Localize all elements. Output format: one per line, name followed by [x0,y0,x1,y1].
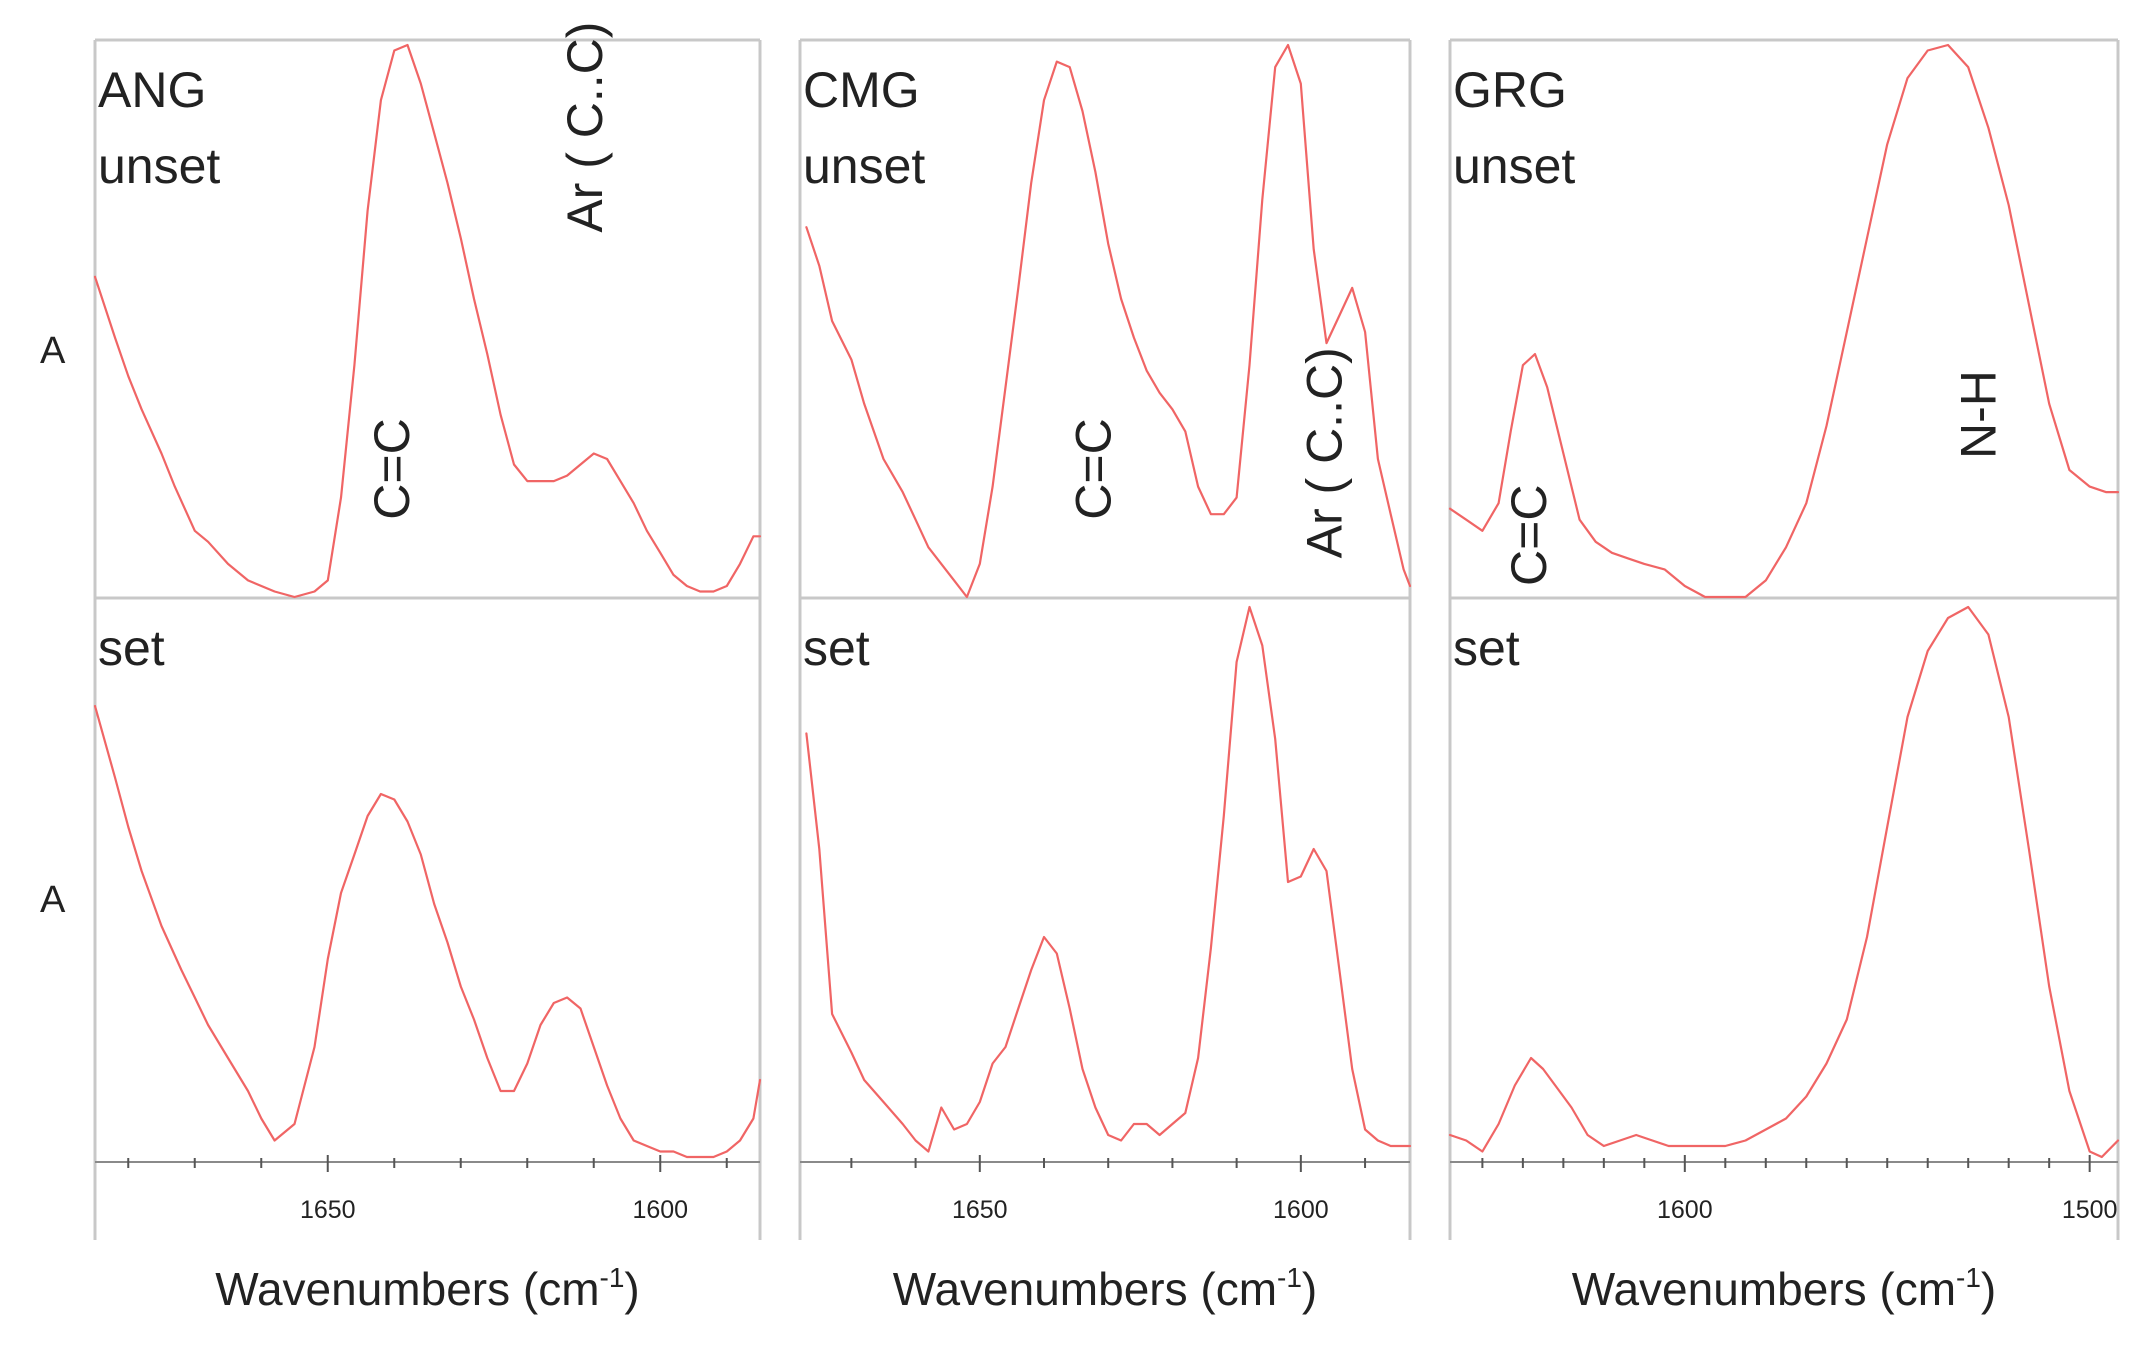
panel-background [1450,40,2118,1240]
panel-background [800,40,1410,1240]
panel-grg: 1600 1500 Wavenumbers (cm-1) GRG unset set C=C… [1448,38,2120,1315]
x-tick-label: 1600 [1273,1196,1329,1224]
row-label: unset [1453,138,1575,194]
panel-cmg: 1650 1600 Wavenumbers (cm-1) CMG unset set C=C… [798,38,1412,1315]
spectrum-unset-line [1448,43,2120,599]
y-axis-label-top: A [40,330,66,372]
row-label: set [98,620,165,676]
peak-annotation: N-H [1950,370,2006,459]
y-axis-label-bottom: A [40,879,66,921]
x-tick-label: 1600 [1657,1196,1713,1224]
peak-annotation: Ar ( C..C) [1297,347,1353,558]
panel-background [95,40,760,1240]
spectrum-unset-line [93,43,762,599]
x-axis-label: Wavenumbers (cm-1) [893,1262,1318,1315]
x-tick-label: 1500 [2062,1196,2118,1224]
row-label: ANG [98,62,206,118]
row-label: unset [98,138,220,194]
x-tick-label: 1650 [300,1196,356,1224]
spectrum-set-line [805,605,1412,1153]
row-label: unset [803,138,925,194]
x-tick-label: 1650 [952,1196,1008,1224]
panels: 1650 1600 Wavenumbers (cm-1) ANG unset set C=C… [93,22,2120,1315]
spectrum-set-line [1448,605,2120,1159]
peak-annotation: C=C [1501,485,1557,586]
row-label: CMG [803,62,920,118]
x-axis-label: Wavenumbers (cm-1) [1572,1262,1997,1315]
x-axis-label: Wavenumbers (cm-1) [215,1262,640,1315]
spectrum-unset-line [805,43,1412,599]
row-label: set [803,620,870,676]
x-tick-label: 1600 [632,1196,688,1224]
row-label: GRG [1453,62,1567,118]
peak-annotation: C=C [364,418,420,519]
row-label: set [1453,620,1520,676]
spectrum-set-line [93,704,762,1159]
panel-ang: 1650 1600 Wavenumbers (cm-1) ANG unset set C=C… [93,22,762,1315]
peak-annotation: C=C [1065,418,1121,519]
peak-annotation: Ar ( C..C) [557,22,613,233]
